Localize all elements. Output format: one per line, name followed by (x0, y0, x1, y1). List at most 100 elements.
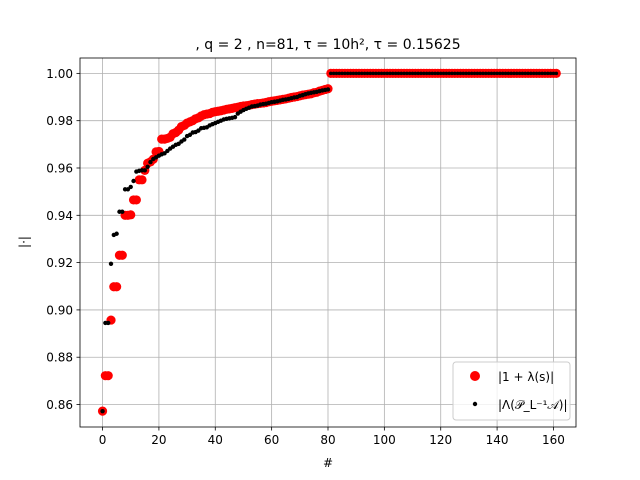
x-axis-label: # (323, 456, 333, 470)
black-dot-point (416, 71, 420, 76)
legend: |1 + λ(s)| |Λ(𝒫_L⁻¹𝒜)| (452, 361, 571, 421)
black-dot-point (444, 71, 449, 76)
black-dot-point (148, 159, 153, 165)
black-dot-point (540, 71, 544, 76)
black-dot-point (484, 71, 488, 76)
black-dot-point (357, 71, 361, 76)
black-dot-point (506, 71, 511, 76)
black-dot-point (531, 71, 536, 76)
y-tick-label: 1.00 (46, 67, 73, 81)
black-dot-point (478, 71, 482, 76)
black-dot-point (145, 164, 150, 170)
black-dot-point (489, 71, 494, 76)
black-dot-point (475, 71, 480, 76)
y-tick-label: 0.92 (46, 256, 73, 270)
black-dot-point (351, 71, 356, 76)
black-dot-point (325, 87, 331, 92)
y-axis: 0.86 0.88 0.90 0.92 0.94 0.96 0.98 1.00 (46, 67, 80, 412)
black-dot-point (458, 71, 463, 76)
series-layer (97, 68, 561, 416)
y-tick-label: 0.96 (46, 161, 73, 175)
black-dot-point (461, 71, 466, 76)
black-dot-point (182, 137, 187, 142)
black-dot-point (374, 71, 378, 76)
black-dot-point (534, 71, 539, 76)
legend-marker-red-circle (470, 371, 480, 381)
black-dot-point (337, 71, 342, 76)
x-tick-label: 160 (542, 433, 565, 447)
black-dot-point (348, 71, 353, 76)
black-dot-point (548, 71, 553, 76)
black-dot-point (464, 71, 468, 76)
black-dot-point (128, 184, 133, 190)
black-dot-point (495, 71, 499, 76)
black-dot-point (388, 71, 392, 76)
black-dot-point (543, 71, 547, 76)
black-dot-point (354, 71, 358, 76)
legend-label: |Λ(𝒫_L⁻¹𝒜)| (498, 398, 568, 412)
black-dot-point (517, 71, 522, 76)
x-tick-label: 0 (99, 433, 107, 447)
black-dot-point (472, 71, 477, 76)
y-tick-label: 0.88 (46, 351, 73, 365)
black-dot-point (120, 209, 125, 214)
black-dot-point (441, 71, 446, 76)
black-dot-point (385, 71, 389, 76)
black-dot-point (498, 71, 502, 76)
red-circle-point (117, 250, 127, 260)
black-dot-point (486, 71, 491, 76)
black-dot-point (371, 71, 375, 76)
black-dot-point (453, 71, 457, 76)
black-dot-point (360, 71, 364, 76)
black-dot-point (529, 71, 533, 76)
black-dot-point (438, 71, 443, 76)
x-tick-label: 100 (373, 433, 396, 447)
black-dot-point (368, 71, 373, 76)
black-dot-point (419, 71, 423, 76)
black-dot-point (509, 71, 513, 76)
black-dot-point (379, 71, 384, 76)
red-circle-point (131, 195, 141, 205)
black-dot-point (554, 71, 559, 76)
black-dot-point (427, 71, 432, 76)
black-dot-point (376, 71, 381, 76)
black-dot-point (546, 71, 550, 76)
x-tick-label: 120 (429, 433, 452, 447)
black-dot-point (405, 71, 409, 76)
black-dot-point (114, 231, 119, 236)
y-tick-label: 0.86 (46, 398, 73, 412)
red-circle-point (126, 210, 136, 220)
legend-box (452, 361, 571, 421)
black-dot-point (365, 71, 370, 76)
black-dot-point (331, 71, 336, 76)
x-tick-label: 20 (151, 433, 166, 447)
y-tick-label: 0.94 (46, 209, 73, 223)
x-tick-label: 80 (320, 433, 335, 447)
black-dot-point (537, 71, 542, 76)
black-dot-point (345, 71, 350, 76)
legend-label: |1 + λ(s)| (498, 370, 554, 384)
black-dot-point (402, 71, 406, 76)
x-axis: 0 20 40 60 80 100 120 140 160 (99, 427, 565, 447)
red-circle-point (112, 282, 122, 292)
black-dot-point (520, 71, 525, 76)
black-dot-point (481, 71, 485, 76)
black-dot-point (512, 71, 516, 76)
black-dot-point (396, 71, 401, 76)
black-dot-point (329, 71, 333, 76)
black-dot-point (422, 71, 426, 76)
chart-title: , q = 2 , n=81, τ = 10h², τ = 0.15625 (195, 37, 460, 53)
red-circle-point (103, 371, 113, 381)
black-dot-point (391, 71, 395, 76)
black-dot-point (492, 71, 497, 76)
black-dot-point (515, 71, 519, 76)
black-dot-point (100, 408, 105, 414)
x-tick-label: 60 (264, 433, 279, 447)
black-dot-point (340, 71, 344, 76)
y-tick-label: 0.98 (46, 114, 73, 128)
black-dot-point (393, 71, 398, 76)
x-tick-label: 140 (486, 433, 509, 447)
red-circle-point (137, 175, 147, 185)
black-dot-point (410, 71, 415, 76)
